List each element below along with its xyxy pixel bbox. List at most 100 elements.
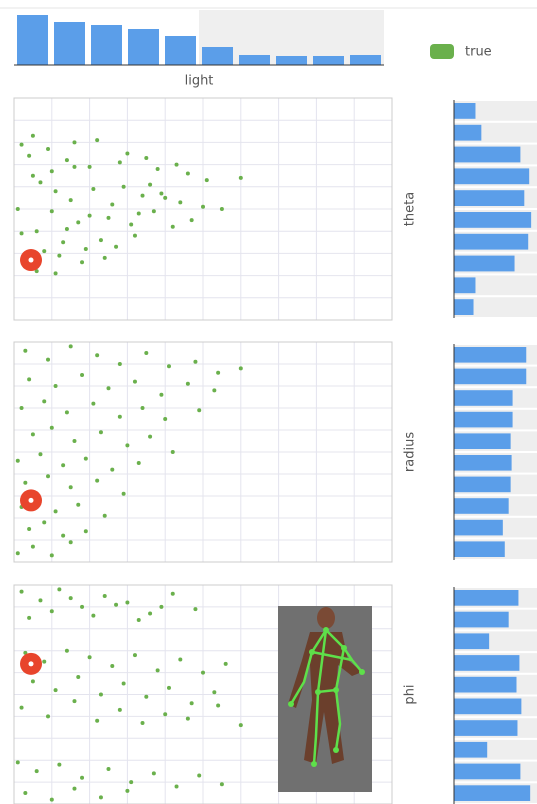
point <box>133 234 137 238</box>
point <box>35 229 39 233</box>
point <box>65 410 69 414</box>
point <box>91 614 95 618</box>
bar <box>454 390 513 406</box>
point <box>31 679 35 683</box>
point <box>220 782 224 786</box>
point <box>80 776 84 780</box>
point <box>193 607 197 611</box>
point <box>42 399 46 403</box>
point <box>31 174 35 178</box>
point <box>159 191 163 195</box>
point <box>201 205 205 209</box>
highlight-center <box>29 661 34 666</box>
bar <box>454 347 526 363</box>
point <box>133 653 137 657</box>
bar <box>276 56 307 65</box>
point <box>175 163 179 167</box>
bar <box>454 742 487 758</box>
bar <box>454 234 528 250</box>
point <box>23 481 27 485</box>
point <box>54 509 58 513</box>
bar <box>454 720 517 736</box>
point <box>144 351 148 355</box>
point <box>35 769 39 773</box>
point <box>239 176 243 180</box>
point <box>20 143 24 147</box>
point <box>57 763 61 767</box>
point <box>20 406 24 410</box>
point <box>72 699 76 703</box>
point <box>167 364 171 368</box>
point <box>167 686 171 690</box>
point <box>27 154 31 158</box>
point <box>31 545 35 549</box>
point <box>95 353 99 357</box>
point <box>144 695 148 699</box>
point <box>46 358 50 362</box>
point <box>76 503 80 507</box>
point <box>107 767 111 771</box>
bar <box>454 699 521 715</box>
point <box>20 231 24 235</box>
point <box>137 461 141 465</box>
bar <box>454 125 481 141</box>
point <box>163 712 167 716</box>
bar <box>454 785 530 801</box>
bar <box>313 56 344 65</box>
point <box>118 160 122 164</box>
point <box>220 207 224 211</box>
point <box>125 789 129 793</box>
point <box>216 371 220 375</box>
bar <box>454 541 505 557</box>
point <box>156 668 160 672</box>
point <box>50 553 54 557</box>
point <box>54 189 58 193</box>
point <box>186 382 190 386</box>
bar <box>202 47 233 65</box>
bar <box>454 764 520 780</box>
point <box>171 225 175 229</box>
bar <box>454 677 516 693</box>
point <box>114 603 118 607</box>
point <box>69 596 73 600</box>
bar <box>454 455 512 471</box>
point <box>99 795 103 799</box>
bar <box>454 633 489 649</box>
point <box>129 223 133 227</box>
point <box>69 198 73 202</box>
point <box>137 618 141 622</box>
point <box>23 349 27 353</box>
point <box>46 714 50 718</box>
point <box>50 798 54 802</box>
point <box>16 760 20 764</box>
point <box>42 660 46 664</box>
point <box>148 435 152 439</box>
point <box>122 492 126 496</box>
bar <box>454 655 519 671</box>
point <box>190 701 194 705</box>
point <box>156 167 160 171</box>
point <box>72 439 76 443</box>
point <box>148 183 152 187</box>
point <box>152 771 156 775</box>
point <box>122 185 126 189</box>
point <box>197 774 201 778</box>
point <box>125 443 129 447</box>
point <box>125 601 129 605</box>
y-axis-label: phi <box>403 684 418 704</box>
point <box>107 216 111 220</box>
bar <box>454 612 509 628</box>
x-axis-label: light <box>185 74 214 89</box>
point <box>205 178 209 182</box>
point <box>23 791 27 795</box>
point <box>95 138 99 142</box>
point <box>88 214 92 218</box>
point <box>95 479 99 483</box>
bar <box>454 433 511 449</box>
point <box>190 218 194 222</box>
point <box>16 207 20 211</box>
point <box>54 271 58 275</box>
point <box>95 719 99 723</box>
point <box>72 140 76 144</box>
point <box>152 209 156 213</box>
